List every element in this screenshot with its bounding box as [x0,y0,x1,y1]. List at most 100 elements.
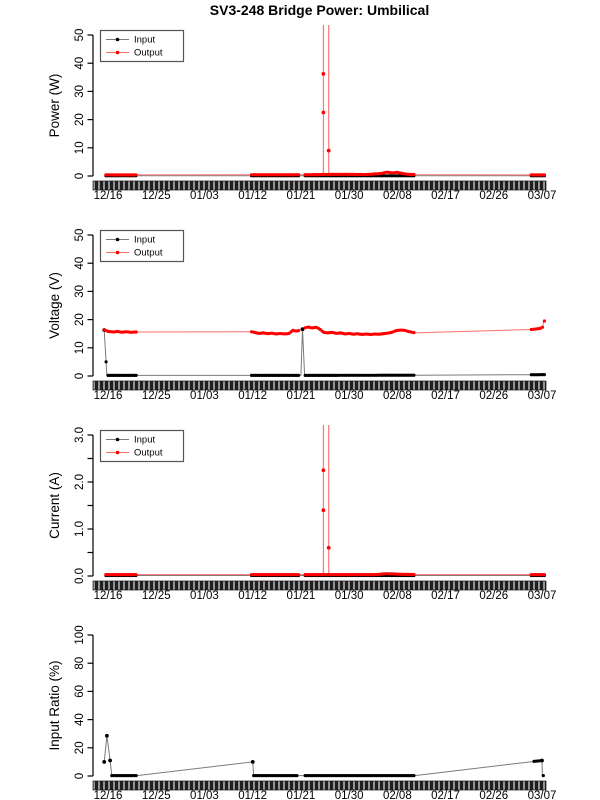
y-tick-label: 0 [74,373,86,379]
x-tick-label: 01/12 [238,190,267,200]
x-axis-band [92,780,547,791]
x-tick-label: 02/17 [431,390,460,400]
voltage-plot: 12/16 12/25 01/03 01/12 01/21 01/30 02/08 02/17… [47,229,557,400]
y-axis: 0.0 1.0 2.0 3.0 [74,427,94,584]
x-tick-label: 02/08 [383,790,412,800]
y-tick-label: 40 [74,257,86,270]
x-tick-label: 12/25 [142,590,171,600]
x-tick-label: 02/17 [431,790,460,800]
y-tick-label: 50 [74,229,86,242]
x-tick-label: 01/21 [286,590,315,600]
legend-label: Input [134,235,155,246]
output-series-points [104,170,547,177]
output-series-points [102,319,547,337]
x-tick-label: 01/30 [335,190,364,200]
y-tick-label: 10 [74,341,86,354]
legend: Input Output [99,29,185,63]
y-tick-label: 10 [74,141,86,154]
spike-point [326,148,331,153]
x-tick-label: 12/16 [94,390,123,400]
spike-point [326,545,331,550]
legend-label: Output [134,448,163,459]
x-tick-label: 02/26 [479,790,508,800]
legend-label: Output [134,48,163,59]
x-tick-label: 01/12 [238,590,267,600]
x-tick-label: 02/17 [431,190,460,200]
x-tick-label: 03/07 [528,790,557,800]
output-series-points [104,572,547,577]
legend-label: Input [134,35,155,46]
figure-title: SV3-248 Bridge Power: Umbilical [209,2,430,18]
x-tick-label: 01/30 [335,790,364,800]
plot-area [104,425,547,578]
x-tick-label: 02/08 [383,590,412,600]
x-tick-label: 01/21 [286,190,315,200]
y-tick-label: 2.0 [74,474,86,490]
y-tick-label: 20 [74,313,86,326]
y-tick-label: 1.0 [74,521,86,537]
x-tick-label: 01/12 [238,390,267,400]
x-axis-band [92,380,547,391]
x-tick-label: 12/25 [142,190,171,200]
y-tick-label: 20 [74,741,86,754]
legend-label: Output [134,248,163,259]
x-tick-label: 02/08 [383,190,412,200]
x-tick-label: 01/03 [190,390,219,400]
input-series-points [102,733,545,778]
y-axis-title: Voltage (V) [47,272,62,339]
x-tick-label: 03/07 [528,190,557,200]
legend-label: Input [134,435,155,446]
x-axis-band [92,180,547,191]
x-tick-labels: 12/16 12/25 01/03 01/12 01/21 01/30 02/08 02/17… [94,190,557,200]
y-tick-label: 30 [74,285,86,298]
y-tick-label: 80 [74,657,86,670]
spike-point [321,110,326,115]
y-tick-label: 0 [74,173,86,179]
spike-point [321,508,326,513]
input-ratio-plot: 12/16 12/25 01/03 01/12 01/21 01/30 02/08 02/17… [47,625,557,800]
x-tick-label: 12/16 [94,590,123,600]
y-tick-label: 0.0 [74,568,86,584]
y-axis: 0 20 40 60 80 100 [74,625,94,779]
y-tick-label: 100 [74,625,86,644]
x-tick-label: 02/08 [383,390,412,400]
y-tick-label: 60 [74,685,86,698]
input-series-line [103,735,545,777]
y-tick-label: 20 [74,113,86,126]
x-tick-label: 03/07 [528,390,557,400]
x-tick-label: 01/30 [335,590,364,600]
x-tick-labels: 12/16 12/25 01/03 01/12 01/21 01/30 02/08 02/17… [94,790,557,800]
x-tick-label: 02/26 [479,190,508,200]
y-axis: 0 10 20 30 40 50 [74,229,94,379]
y-axis-title: Power (W) [47,74,62,138]
spike-point [321,468,326,473]
x-tick-label: 03/07 [528,590,557,600]
x-tick-label: 12/16 [94,190,123,200]
current-plot: 12/16 12/25 01/03 01/12 01/21 01/30 02/08 02/17… [47,425,557,600]
y-axis-title: Current (A) [47,472,62,539]
x-tick-label: 12/25 [142,790,171,800]
x-tick-label: 01/03 [190,590,219,600]
x-tick-label: 01/30 [335,390,364,400]
x-axis-band [92,580,547,591]
x-tick-label: 01/21 [286,790,315,800]
x-tick-label: 01/12 [238,790,267,800]
input-series-points [102,327,547,377]
plot-area [102,319,547,377]
y-axis: 0 10 20 30 40 50 [74,29,94,179]
x-tick-label: 02/26 [479,390,508,400]
legend: Input Output [99,429,185,463]
y-tick-label: 50 [74,29,86,42]
x-tick-labels: 12/16 12/25 01/03 01/12 01/21 01/30 02/08 02/17… [94,390,557,400]
x-tick-label: 01/03 [190,790,219,800]
x-tick-label: 01/03 [190,190,219,200]
y-tick-label: 0 [74,773,86,779]
power-plot: 12/16 12/25 01/03 01/12 01/21 01/30 02/08 02/17… [47,25,557,200]
x-tick-label: 02/17 [431,590,460,600]
plot-area [104,25,547,178]
x-tick-label: 12/16 [94,790,123,800]
y-tick-label: 40 [74,713,86,726]
spike-point [321,72,326,76]
y-tick-label: 40 [74,57,86,70]
